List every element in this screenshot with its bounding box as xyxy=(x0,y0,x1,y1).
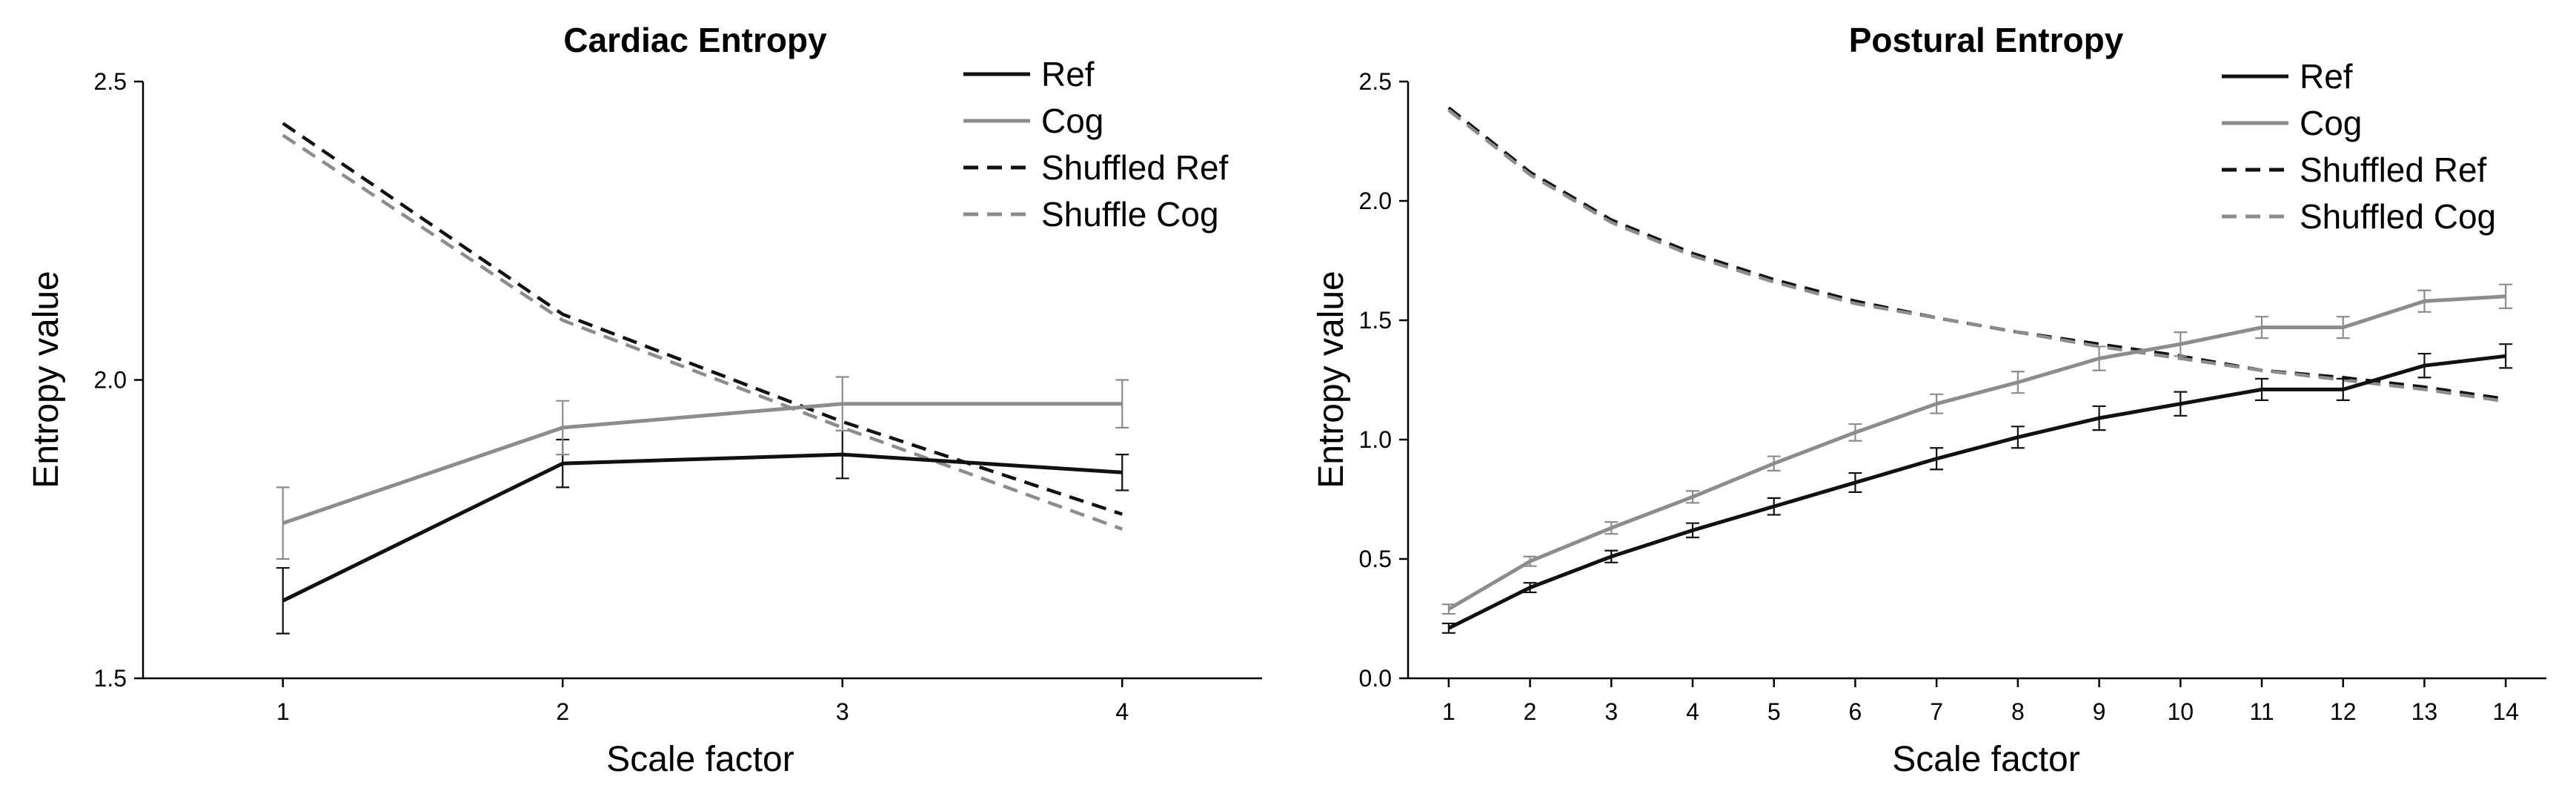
postural-x-tick-label: 3 xyxy=(1604,698,1618,725)
postural-legend-label-ref: Ref xyxy=(2300,57,2353,96)
postural-y-tick-label: 2.5 xyxy=(1359,68,1392,95)
cardiac-ref-error-bar xyxy=(1115,454,1129,491)
cardiac-cog-error-bar xyxy=(1115,379,1129,429)
cardiac-tick-labels: 1.5 2.0 2.5 1 2 3 4 xyxy=(94,68,1129,725)
postural-y-tick-label: 2.0 xyxy=(1359,188,1392,214)
cardiac-series xyxy=(276,122,1129,635)
postural-cog-error-bar xyxy=(2499,283,2513,309)
cardiac-y-tick-label: 2.5 xyxy=(94,68,127,95)
postural-ref-error-bar xyxy=(1441,622,1455,634)
cardiac-legend: Ref Cog Shuffled Ref Shuffle Cog xyxy=(963,55,1229,234)
postural-y-tick-label: 1.5 xyxy=(1359,307,1392,334)
postural-x-tick-label: 4 xyxy=(1686,698,1699,725)
cardiac-ref-error-bar xyxy=(276,566,290,635)
postural-ref-error-bar xyxy=(2499,343,2513,369)
cardiac-series-ref-line xyxy=(282,452,1123,603)
cardiac-legend-label-shuffled-ref: Shuffled Ref xyxy=(1041,148,1229,187)
postural-legend-label-shuffled-cog: Shuffled Cog xyxy=(2300,197,2496,236)
cardiac-x-axis-label: Scale factor xyxy=(606,740,794,779)
postural-x-tick-label: 12 xyxy=(2330,698,2357,725)
cardiac-legend-label-ref: Ref xyxy=(1041,55,1095,93)
cardiac-y-tick-label: 1.5 xyxy=(94,665,127,692)
postural-cog-error-bar xyxy=(1848,423,1862,442)
postural-x-tick-label: 2 xyxy=(1524,698,1537,725)
cardiac-x-tick-label: 4 xyxy=(1115,698,1129,725)
cardiac-x-tick-label: 2 xyxy=(556,698,569,725)
postural-x-tick-label: 1 xyxy=(1442,698,1455,725)
postural-ref-error-bar xyxy=(1523,582,1537,594)
postural-ref-error-bar xyxy=(2417,352,2431,379)
postural-ref-error-bar xyxy=(1686,522,1699,539)
postural-series-ref-line xyxy=(1447,354,2506,630)
cardiac-y-tick-label: 2.0 xyxy=(94,367,127,394)
postural-y-tick-label: 0.5 xyxy=(1359,546,1392,572)
cardiac-x-tick-label: 1 xyxy=(276,698,290,725)
postural-series-shuffled-cog-line xyxy=(1447,108,2506,403)
postural-tick-labels: 0.00.51.01.52.02.51 2 3 4 5 6 7 8 9 10 11 12 13 14 xyxy=(1359,68,2519,725)
postural-legend-label-shuffled-ref: Shuffled Ref xyxy=(2300,150,2487,189)
postural-ref-error-bar xyxy=(1848,471,1862,493)
postural-ref-error-bar xyxy=(2336,377,2350,401)
postural-ref-error-bar xyxy=(2011,426,2025,449)
postural-x-tick-label: 6 xyxy=(1849,698,1862,725)
postural-cog-error-bar xyxy=(1767,455,1781,471)
postural-cog-error-bar xyxy=(1441,603,1455,615)
postural-cog-error-bar xyxy=(1523,555,1537,567)
postural-legend-label-cog: Cog xyxy=(2300,104,2362,142)
postural-cog-error-bar xyxy=(2255,316,2268,340)
postural-cog-error-bar xyxy=(1604,520,1619,535)
postural-ref-error-bar xyxy=(1767,497,1781,516)
postural-axis-ticks xyxy=(1399,80,2507,687)
cardiac-chart-title: Cardiac Entropy xyxy=(563,21,827,59)
cardiac-y-axis-label: Entropy value xyxy=(27,271,66,489)
cardiac-legend-label-shuffle-cog: Shuffle Cog xyxy=(1041,195,1219,234)
postural-legend: Ref Cog Shuffled Ref Shuffled Cog xyxy=(2222,57,2496,236)
postural-x-axis-label: Scale factor xyxy=(1892,740,2079,779)
postural-entropy-chart: Postural Entropy 0.00.51.01.52.02.51 2 3 4 5… xyxy=(1312,21,2546,779)
postural-x-tick-label: 10 xyxy=(2167,698,2194,725)
postural-series-cog-line xyxy=(1447,294,2506,611)
postural-cog-error-bar xyxy=(2011,371,2025,394)
postural-x-tick-label: 8 xyxy=(2011,698,2025,725)
postural-y-tick-label: 1.0 xyxy=(1359,426,1392,453)
cardiac-legend-label-cog: Cog xyxy=(1041,102,1103,140)
postural-cog-error-bar xyxy=(2174,331,2188,357)
cardiac-x-tick-label: 3 xyxy=(836,698,849,725)
cardiac-series-shuffle-cog-line xyxy=(282,133,1123,531)
postural-chart-title: Postural Entropy xyxy=(1849,21,2124,59)
cardiac-series-shuffled-ref-line xyxy=(282,122,1123,516)
cardiac-cog-error-bar xyxy=(276,486,290,560)
postural-x-tick-label: 11 xyxy=(2249,698,2274,725)
postural-cog-error-bar xyxy=(1930,393,1944,414)
postural-x-tick-label: 13 xyxy=(2411,698,2438,725)
cardiac-axis-ticks xyxy=(134,80,1123,687)
postural-x-tick-label: 9 xyxy=(2093,698,2106,725)
postural-ref-error-bar xyxy=(1930,447,1944,471)
cardiac-cog-error-bar xyxy=(835,376,849,432)
cardiac-entropy-chart: Cardiac Entropy 1.5 2.0 2.5 1 2 3 4 Scale fact… xyxy=(27,21,1262,779)
postural-cog-error-bar xyxy=(2417,289,2431,313)
cardiac-series-cog-line xyxy=(282,402,1123,526)
postural-y-axis-label: Entropy value xyxy=(1312,271,1351,489)
cardiac-cog-error-bar xyxy=(556,400,570,456)
postural-cog-error-bar xyxy=(1686,490,1699,504)
postural-y-tick-label: 0.0 xyxy=(1359,665,1392,692)
postural-cog-error-bar xyxy=(2336,316,2350,340)
postural-x-tick-label: 5 xyxy=(1767,698,1781,725)
postural-cog-error-bar xyxy=(2092,345,2106,371)
postural-x-tick-label: 14 xyxy=(2492,698,2519,725)
postural-ref-error-bar xyxy=(2092,405,2106,431)
postural-ref-error-bar xyxy=(1604,549,1619,563)
postural-ref-error-bar xyxy=(2174,391,2188,417)
postural-series xyxy=(1441,106,2513,634)
postural-ref-error-bar xyxy=(2255,377,2268,401)
postural-x-tick-label: 7 xyxy=(1930,698,1943,725)
